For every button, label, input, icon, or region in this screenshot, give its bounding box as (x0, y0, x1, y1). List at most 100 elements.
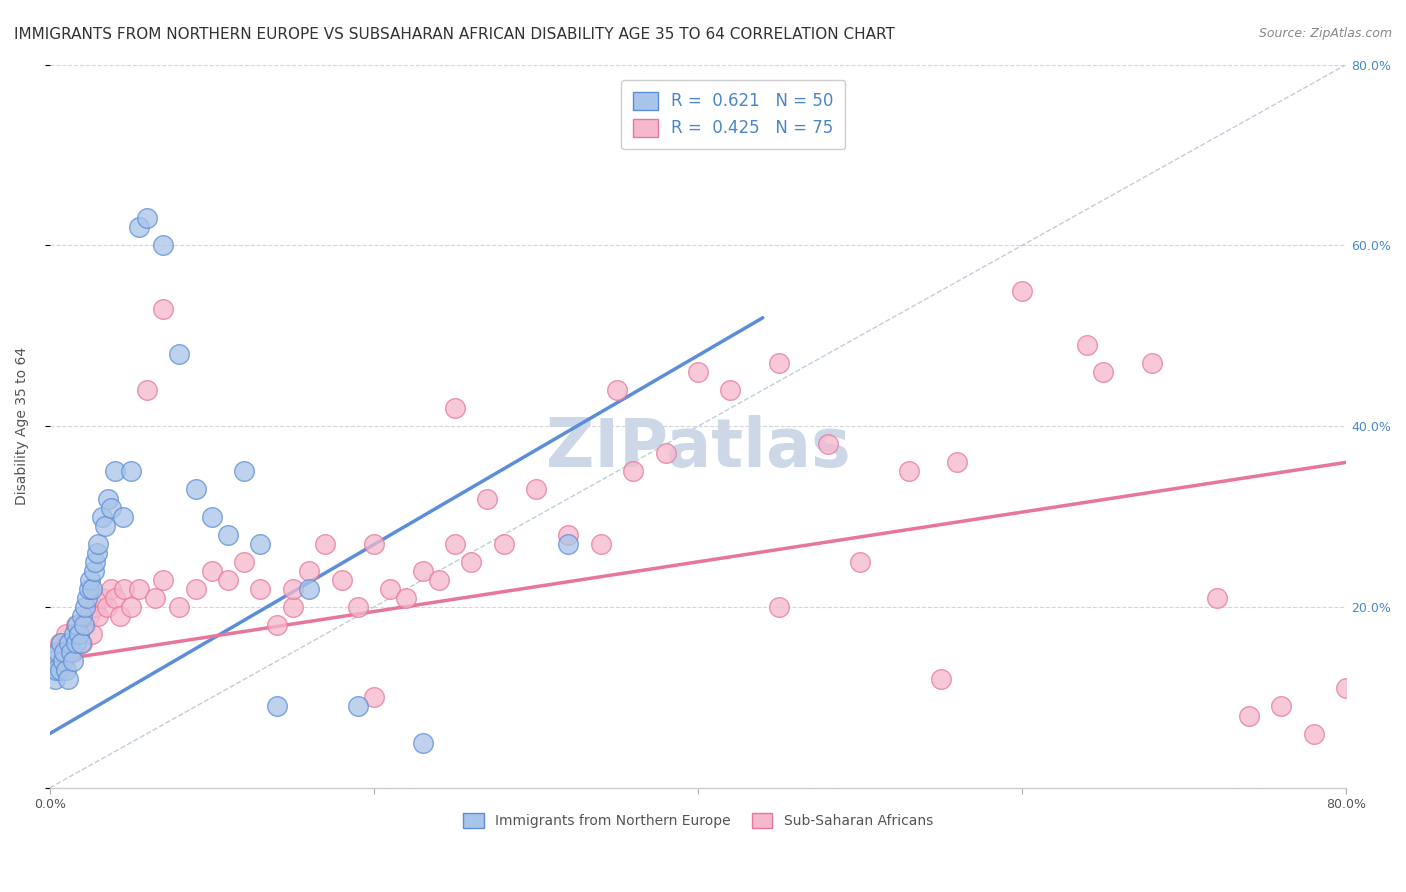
Point (201, 564, 224, 578)
Point (589, 537, 612, 551)
Point (249, 582, 271, 596)
Point (80, 582, 103, 596)
Point (63, 627, 86, 641)
Text: ZIPatlas: ZIPatlas (546, 415, 851, 481)
Point (477, 491, 499, 506)
Point (76, 591, 98, 605)
Point (53, 645, 76, 659)
Point (65, 618, 87, 632)
Point (524, 483, 547, 497)
Point (217, 527, 239, 541)
Point (136, 383, 159, 397)
Point (46, 645, 69, 659)
Point (69, 636, 91, 650)
Point (946, 455, 969, 469)
Point (266, 699, 288, 714)
Point (427, 573, 450, 587)
Point (249, 537, 271, 551)
Point (96, 600, 118, 615)
Point (70, 609, 93, 624)
Point (1011, 284, 1033, 298)
Point (412, 564, 434, 578)
Point (314, 537, 336, 551)
Point (90, 591, 112, 605)
Point (143, 591, 166, 605)
Point (52, 654, 75, 668)
Point (58, 636, 80, 650)
Point (412, 736, 434, 750)
Point (1140, 356, 1163, 370)
Point (686, 365, 709, 379)
Point (84, 600, 107, 615)
Point (849, 555, 872, 569)
Point (654, 446, 676, 460)
Point (128, 582, 150, 596)
Point (55, 663, 77, 677)
Point (56, 673, 79, 687)
Point (281, 582, 304, 596)
Point (111, 509, 134, 524)
Point (298, 582, 321, 596)
Point (363, 690, 385, 705)
Point (66, 618, 89, 632)
Point (621, 464, 644, 478)
Point (1334, 681, 1357, 696)
Point (233, 464, 256, 478)
Point (492, 537, 515, 551)
Point (1092, 365, 1115, 379)
Point (48, 663, 70, 677)
Point (120, 600, 142, 615)
Point (45, 645, 67, 659)
Point (929, 673, 952, 687)
Point (266, 618, 288, 632)
Point (70, 636, 93, 650)
Point (718, 383, 741, 397)
Point (330, 573, 353, 587)
Point (298, 564, 321, 578)
Point (1270, 699, 1292, 714)
Point (84, 555, 107, 569)
Point (152, 301, 174, 316)
Point (67, 627, 90, 641)
Point (817, 437, 839, 451)
Point (52, 654, 75, 668)
Point (55, 627, 77, 641)
Point (80, 627, 103, 641)
Point (65, 636, 87, 650)
Point (100, 500, 122, 515)
Legend: Immigrants from Northern Europe, Sub-Saharan Africans: Immigrants from Northern Europe, Sub-Sah… (456, 806, 939, 835)
Point (281, 600, 304, 615)
Point (100, 582, 122, 596)
Point (346, 699, 368, 714)
Point (1205, 591, 1227, 605)
Point (94, 518, 117, 533)
Point (86, 546, 108, 560)
Point (169, 600, 191, 615)
Point (75, 600, 97, 615)
Point (444, 537, 467, 551)
Point (557, 537, 579, 551)
Point (1076, 338, 1098, 352)
Point (62, 645, 84, 659)
Point (77, 582, 100, 596)
Text: Source: ZipAtlas.com: Source: ZipAtlas.com (1258, 27, 1392, 40)
Point (108, 609, 131, 624)
Point (48, 636, 70, 650)
Point (83, 564, 105, 578)
Point (128, 220, 150, 235)
Point (45, 663, 67, 677)
Point (444, 401, 467, 416)
Point (152, 238, 174, 252)
Point (75, 618, 97, 632)
Point (79, 573, 101, 587)
Point (97, 491, 120, 506)
Point (201, 509, 224, 524)
Point (378, 582, 401, 596)
Point (363, 537, 385, 551)
Point (184, 483, 207, 497)
Point (104, 464, 127, 478)
Point (169, 347, 191, 361)
Point (104, 591, 127, 605)
Y-axis label: Disability Age 35 to 64: Disability Age 35 to 64 (15, 347, 30, 505)
Point (77, 609, 100, 624)
